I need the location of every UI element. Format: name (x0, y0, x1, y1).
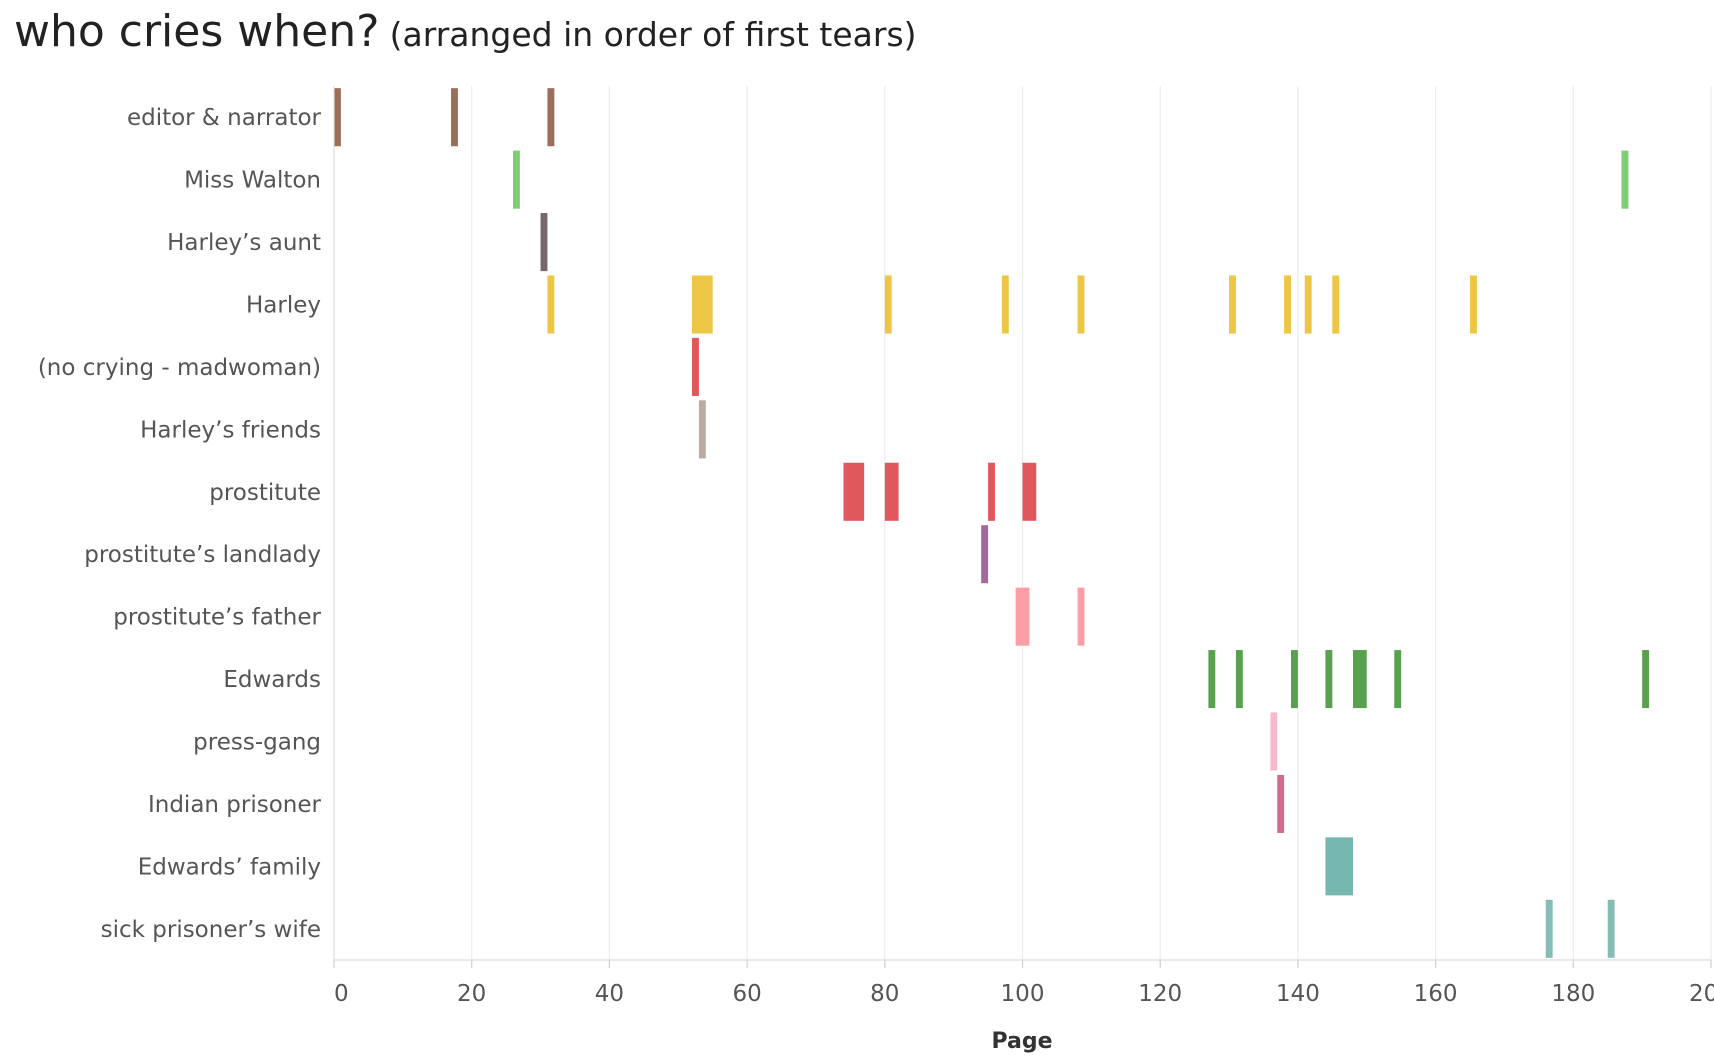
crying-bar (451, 88, 458, 147)
x-tick-label: 120 (1138, 981, 1182, 1007)
crying-bar (1235, 650, 1243, 709)
chart-title-main: who cries when? (14, 6, 380, 57)
crying-bar (988, 462, 995, 521)
x-tick-label: 0 (334, 981, 349, 1007)
y-category-label: prostitute’s father (113, 605, 321, 631)
y-category-label: sick prisoner’s wife (101, 917, 321, 943)
crying-bar (1077, 275, 1085, 334)
crying-bar (1352, 650, 1367, 709)
crying-bar (1229, 275, 1236, 334)
crying-bar (1607, 899, 1615, 958)
crying-bar (1270, 712, 1278, 771)
y-category-label: press-gang (193, 730, 321, 756)
y-category-label: prostitute’s landlady (84, 542, 321, 568)
x-tick-label: 80 (870, 981, 899, 1007)
x-tick-label: 180 (1551, 981, 1595, 1007)
crying-bar (1284, 275, 1292, 334)
crying-bar (1001, 275, 1009, 334)
gridlines (471, 86, 1712, 960)
crying-bar (1208, 650, 1216, 709)
x-tick-label: 60 (732, 981, 761, 1007)
x-tick-label: 200 (1689, 981, 1714, 1007)
x-tick-label: 140 (1276, 981, 1320, 1007)
crying-bar (1291, 650, 1298, 709)
chart-subtitle: (arranged in order of first tears) (389, 15, 917, 54)
x-tick-label: 40 (595, 981, 624, 1007)
crying-bar (513, 150, 520, 209)
y-category-label: Miss Walton (184, 168, 321, 194)
crying-bar (692, 275, 713, 334)
x-tick-label: 160 (1414, 981, 1458, 1007)
y-category-label: Harley’s friends (140, 417, 321, 443)
y-category-label: Harley (246, 293, 321, 319)
crying-bar (1394, 650, 1402, 709)
crying-bar (698, 400, 706, 459)
x-axis: 0 20 40 60 80 100 120 140 160 180 200 (333, 86, 1714, 1007)
x-axis-title: Page (991, 1029, 1052, 1054)
crying-bar (1332, 275, 1340, 334)
crying-bar (884, 275, 892, 334)
x-tick-label: 20 (457, 981, 486, 1007)
y-category-label: prostitute (209, 480, 321, 506)
crying-bar (547, 275, 555, 334)
y-category-label: editor & narrator (127, 105, 322, 131)
crying-bar (1325, 837, 1353, 896)
crying-bar (1077, 587, 1085, 646)
crying-bar (843, 462, 865, 521)
crying-bar (884, 462, 899, 521)
y-category-label: Edwards (223, 667, 321, 693)
bar-marks (334, 88, 1650, 958)
y-category-label: (no crying - madwoman) (38, 355, 321, 381)
crying-bar (1022, 462, 1037, 521)
y-category-label: Indian prisoner (148, 792, 322, 818)
crying-bar (1015, 587, 1030, 646)
crying-bar (692, 337, 699, 396)
crying-bar (1325, 650, 1333, 709)
y-category-label: Harley’s aunt (167, 230, 321, 256)
crying-bar (981, 525, 989, 584)
crying-bar (1621, 150, 1629, 209)
crying-bar (1642, 650, 1650, 709)
crying-bar (1304, 275, 1312, 334)
crying-bar (334, 88, 341, 147)
crying-bar (1545, 899, 1553, 958)
crying-bar (540, 213, 548, 272)
crying-bar (1470, 275, 1477, 334)
chart-title: who cries when? (arranged in order of fi… (14, 6, 917, 57)
x-tick-label: 100 (1001, 981, 1045, 1007)
crying-bar (1277, 774, 1285, 833)
y-axis-labels: editor & narrator Miss Walton Harley’s aun… (38, 105, 322, 943)
crying-bar (547, 88, 555, 147)
y-category-label: Edwards’ family (138, 854, 321, 880)
